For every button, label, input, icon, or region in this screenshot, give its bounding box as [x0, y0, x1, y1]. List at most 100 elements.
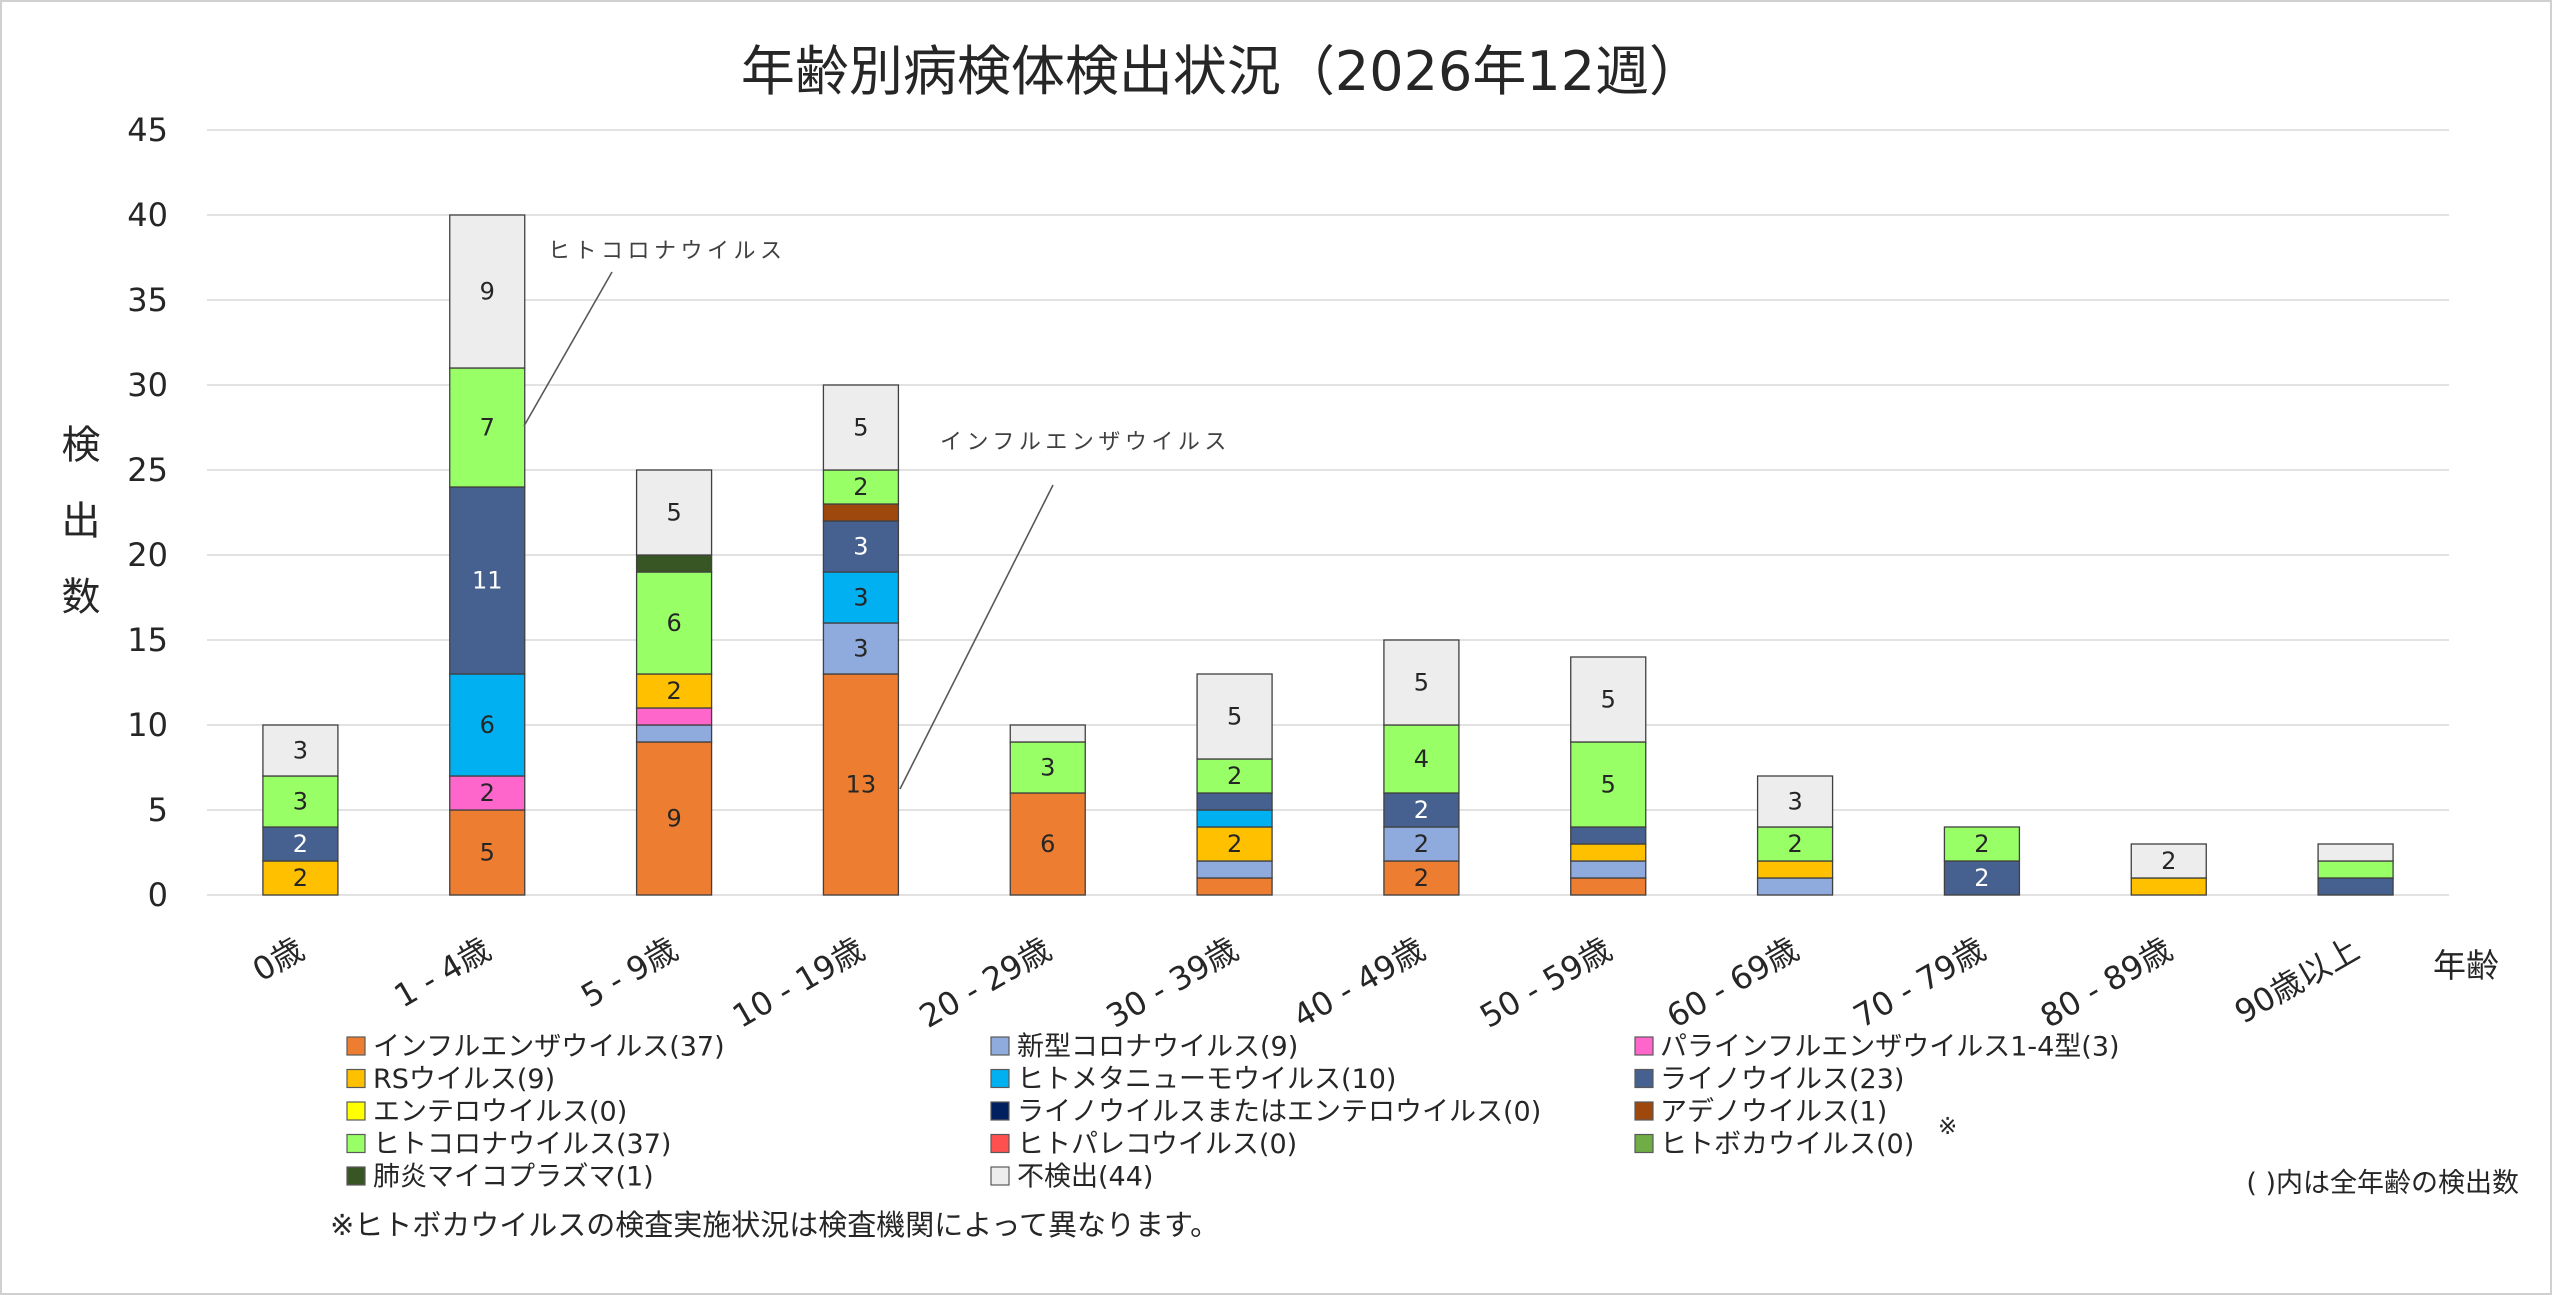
- y-tick-label: 5: [148, 791, 168, 829]
- legend-label: ヒトメタニューモウイルス(10): [1017, 1064, 1396, 1095]
- bars: [262, 214, 2394, 896]
- bar-segment: [1943, 860, 2021, 896]
- bar-stack: [449, 214, 526, 896]
- annotation-influenza: インフルエンザウイルス: [899, 430, 1231, 790]
- bar-segment: [1196, 860, 1273, 879]
- data-label: 2: [1227, 830, 1242, 858]
- bar-segment: [635, 741, 713, 896]
- bar-segment: [2317, 877, 2394, 896]
- data-label: 2: [293, 864, 308, 892]
- bar-stack: [822, 384, 900, 896]
- y-tick-label: 0: [148, 876, 168, 914]
- annotation-leader-line: [523, 271, 613, 427]
- bar-segment: [1009, 724, 1086, 743]
- bar-segment: [1756, 826, 1834, 862]
- legend-swatch: [990, 1036, 1010, 1056]
- annotation-human-coronavirus: ヒトコロナウイルス: [523, 239, 787, 427]
- legend-label: ヒトコロナウイルス(37): [373, 1129, 671, 1160]
- y-axis-ticks: 0 5 10 15 20 25 30 35 40 45: [127, 111, 168, 914]
- footnote: ※ヒトボカウイルスの検査実施状況は検査機関によって異なります。: [330, 1208, 1219, 1242]
- annotation-label: ヒトコロナウイルス: [548, 239, 787, 264]
- legend-swatch: [346, 1101, 366, 1121]
- legend-item: 不検出(44): [990, 1162, 1153, 1193]
- legend-swatch: [990, 1166, 1010, 1186]
- data-label: 2: [2161, 847, 2176, 875]
- legend-swatch: [1634, 1101, 1654, 1121]
- bar-stack: [262, 724, 339, 896]
- data-label: 9: [666, 805, 681, 833]
- bar-segment: [1756, 860, 1834, 879]
- bar-segment: [449, 486, 526, 675]
- legend-label: 新型コロナウイルス(9): [1017, 1032, 1298, 1063]
- legend-label: RSウイルス(9): [373, 1064, 555, 1095]
- bar-segment: [2317, 860, 2394, 879]
- bar-segment: [635, 554, 713, 573]
- data-label: 6: [1040, 830, 1055, 858]
- data-label: 2: [293, 830, 308, 858]
- annotation-label: インフルエンザウイルス: [940, 430, 1231, 455]
- legend-label: 不検出(44): [1017, 1162, 1153, 1193]
- legend-item: ライノウイルス(23): [1634, 1064, 1904, 1095]
- bar-segment: [822, 520, 900, 573]
- data-label: 13: [846, 771, 877, 799]
- bar-stack: [2130, 843, 2207, 896]
- legend-item: ヒトパレコウイルス(0): [990, 1129, 1297, 1160]
- legend-swatch: [346, 1068, 366, 1089]
- data-label: 5: [1601, 686, 1616, 714]
- legend-swatch: [990, 1068, 1010, 1089]
- y-tick-label: 40: [127, 196, 168, 234]
- legend-swatch: [346, 1036, 366, 1056]
- bar-segment: [2317, 843, 2394, 862]
- bar-segment: [1383, 639, 1460, 726]
- y-tick-label: 25: [127, 451, 168, 489]
- data-label: 5: [666, 499, 681, 527]
- data-label: 2: [1787, 830, 1802, 858]
- bar-segment: [1196, 826, 1273, 862]
- bar-segment: [1943, 826, 2021, 862]
- data-label: 5: [480, 839, 495, 867]
- bar-segment: [1196, 809, 1273, 828]
- data-label: 2: [1414, 796, 1429, 824]
- legend-label: ライノウイルス(23): [1660, 1064, 1904, 1095]
- legend-swatch: [1634, 1133, 1654, 1154]
- legend-footnote-mark: ※: [1938, 1114, 1957, 1140]
- bar-segment: [1570, 826, 1647, 845]
- bar-segment: [822, 622, 900, 675]
- bar-segment: [1009, 741, 1086, 794]
- data-label: 6: [480, 711, 495, 739]
- legend-item: ヒトボカウイルス(0): [1634, 1129, 1914, 1160]
- bar-segment: [1570, 877, 1647, 896]
- data-label: 3: [853, 584, 868, 612]
- bar-segment: [449, 809, 526, 896]
- data-label: 9: [480, 278, 495, 306]
- data-label: 2: [666, 677, 681, 705]
- legend-item: RSウイルス(9): [346, 1064, 555, 1095]
- bar-stack: [1943, 826, 2021, 896]
- data-label: 7: [480, 414, 495, 442]
- y-tick-label: 35: [127, 281, 168, 319]
- legend-swatch: [1634, 1036, 1654, 1056]
- legend-item: インフルエンザウイルス(37): [346, 1032, 725, 1063]
- bar-stack: [1196, 673, 1273, 896]
- data-label: 5: [1227, 703, 1242, 731]
- legend-swatch: [990, 1101, 1010, 1121]
- bar-segment: [635, 673, 713, 709]
- data-label: 3: [293, 737, 308, 765]
- legend-label: ライノウイルスまたはエンテロウイルス(0): [1017, 1097, 1541, 1128]
- legend-item: アデノウイルス(1): [1634, 1097, 1887, 1128]
- bar-segment: [822, 503, 900, 522]
- bar-segment: [2130, 877, 2207, 896]
- bar-segment: [1570, 860, 1647, 879]
- legend-label: ヒトパレコウイルス(0): [1017, 1129, 1297, 1160]
- data-label: 3: [1787, 788, 1802, 816]
- legend-item: ヒトメタニューモウイルス(10): [990, 1064, 1396, 1095]
- bar-segment: [1196, 758, 1273, 794]
- bar-segment: [1196, 877, 1273, 896]
- data-label: 5: [1414, 669, 1429, 697]
- legend-label: アデノウイルス(1): [1660, 1097, 1887, 1128]
- legend-swatch: [346, 1166, 366, 1186]
- bar-stack: [2317, 843, 2394, 896]
- bar-stack: [635, 469, 713, 896]
- bar-segment: [262, 724, 339, 777]
- legend: インフルエンザウイルス(37) 新型コロナウイルス(9) パラインフルエンザウイルス…: [346, 1032, 2120, 1193]
